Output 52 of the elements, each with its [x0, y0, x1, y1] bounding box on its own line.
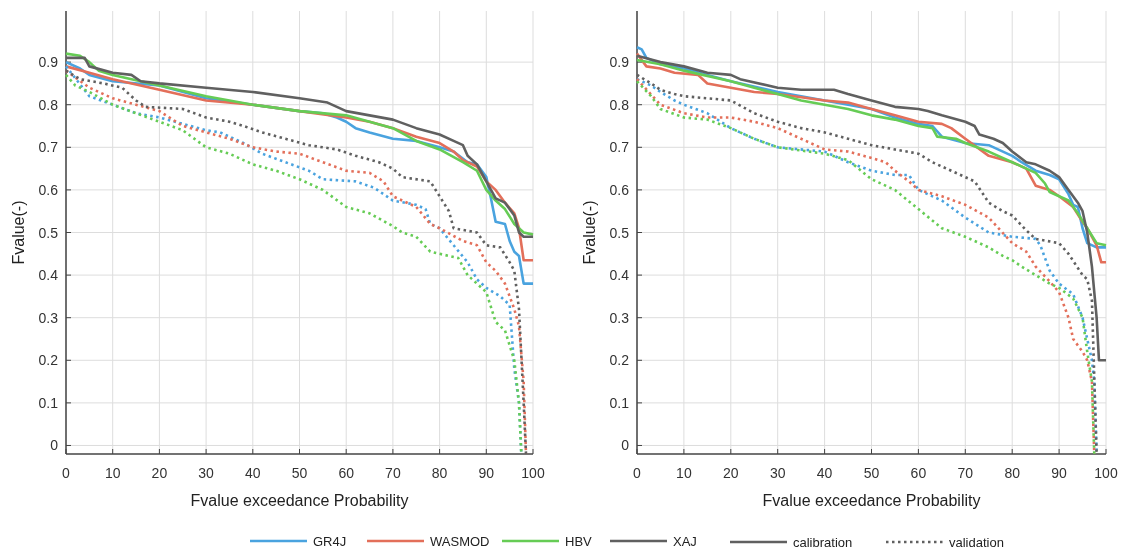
- y-tick-label: 0.2: [38, 352, 59, 369]
- y-tick-label: 0.1: [609, 394, 630, 411]
- legend-label: GR4J: [313, 534, 347, 549]
- y-tick-label: 0.3: [609, 309, 630, 326]
- y-tick-label: 0.7: [609, 139, 630, 156]
- x-tick-label: 70: [957, 465, 974, 481]
- x-tick-label: 20: [151, 465, 168, 481]
- y-tick-label: 0.6: [609, 181, 630, 198]
- x-tick-label: 30: [198, 465, 215, 481]
- x-tick-label: 90: [478, 465, 495, 481]
- y-tick-label: 0.5: [609, 224, 630, 241]
- y-tick-label: 0.4: [38, 267, 59, 284]
- y-tick-label: 0.7: [38, 139, 59, 156]
- x-axis-title: Fvalue exceedance Probability: [190, 492, 409, 509]
- y-tick-label: 0.2: [609, 352, 630, 369]
- x-tick-label: 20: [723, 465, 739, 481]
- x-tick-label: 100: [521, 465, 545, 481]
- y-tick-label: 0: [621, 437, 630, 454]
- y-tick-label: 0.1: [38, 394, 59, 411]
- x-tick-label: 10: [676, 465, 692, 481]
- x-tick-label: 0: [633, 465, 642, 481]
- legend-label: WASMOD: [430, 534, 490, 549]
- x-tick-label: 70: [385, 465, 401, 481]
- x-tick-label: 0: [62, 465, 71, 481]
- y-tick-label: 0.4: [609, 267, 630, 284]
- x-tick-label: 100: [1094, 465, 1118, 481]
- x-tick-label: 90: [1051, 465, 1068, 481]
- y-axis-title: Fvalue(-): [581, 200, 598, 265]
- legend-label: XAJ: [673, 534, 697, 549]
- legend-label: HBV: [565, 534, 593, 549]
- x-axis-title: Fvalue exceedance Probability: [762, 492, 981, 509]
- x-tick-label: 80: [1004, 465, 1021, 481]
- text: calibration: [793, 535, 853, 550]
- y-tick-label: 0.3: [38, 309, 59, 326]
- y-tick-label: 0: [50, 437, 59, 454]
- x-tick-label: 50: [291, 465, 308, 481]
- x-tick-label: 30: [769, 465, 786, 481]
- y-tick-label: 0.8: [609, 96, 630, 113]
- x-tick-label: 60: [910, 465, 927, 481]
- y-tick-label: 0.9: [609, 54, 630, 71]
- y-tick-label: 0.8: [38, 96, 59, 113]
- text: validation: [949, 535, 1004, 550]
- x-tick-label: 40: [245, 465, 261, 481]
- x-tick-label: 80: [431, 465, 448, 481]
- y-tick-label: 0.5: [38, 224, 59, 241]
- y-axis-title: Fvalue(-): [10, 200, 27, 265]
- x-tick-label: 40: [816, 465, 833, 481]
- y-tick-label: 0.6: [38, 181, 59, 198]
- x-tick-label: 50: [863, 465, 880, 481]
- x-tick-label: 10: [104, 465, 121, 481]
- x-tick-label: 60: [338, 465, 355, 481]
- y-tick-label: 0.9: [38, 54, 59, 71]
